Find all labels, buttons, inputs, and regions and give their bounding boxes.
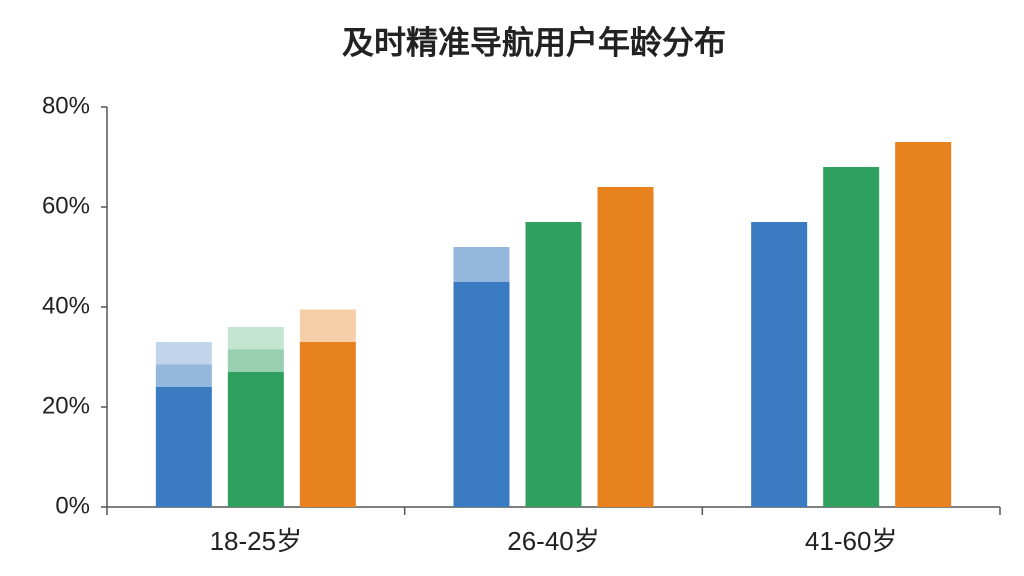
bar-segment xyxy=(155,364,212,387)
x-tick-label: 26-40岁 xyxy=(507,526,600,556)
y-tick-label: 60% xyxy=(42,192,90,219)
bar-segment xyxy=(227,327,284,350)
y-tick-label: 20% xyxy=(42,392,90,419)
x-tick-label: 18-25岁 xyxy=(210,526,303,556)
bar-segment xyxy=(453,247,510,282)
bar-segment xyxy=(453,282,510,507)
bar-segment xyxy=(895,142,952,507)
bar-segment xyxy=(823,167,880,507)
chart-title: 及时精准导航用户年龄分布 xyxy=(342,24,726,60)
y-tick-label: 80% xyxy=(42,92,90,119)
bar-segment xyxy=(525,222,582,507)
bar-segment xyxy=(751,222,808,507)
bar-segment xyxy=(299,342,356,507)
bar-segment xyxy=(299,309,356,342)
bar-segment xyxy=(155,342,212,365)
bar-segment xyxy=(155,387,212,507)
x-tick-label: 41-60岁 xyxy=(805,526,898,556)
bar-segment xyxy=(227,372,284,507)
y-tick-label: 0% xyxy=(55,492,90,519)
y-tick-label: 40% xyxy=(42,292,90,319)
bar-segment xyxy=(597,187,654,507)
bar-segment xyxy=(227,349,284,372)
